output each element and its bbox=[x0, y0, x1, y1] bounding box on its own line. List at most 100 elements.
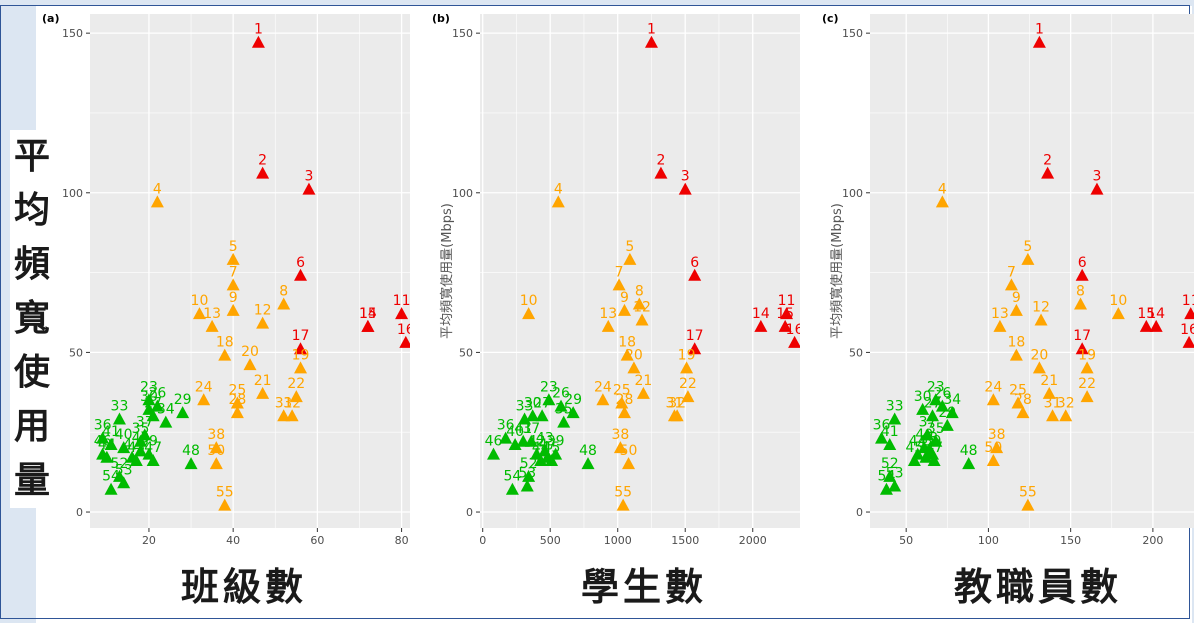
point-label: 23 bbox=[540, 379, 558, 395]
point-label: 38 bbox=[988, 427, 1006, 443]
point-label: 12 bbox=[1032, 299, 1050, 315]
point-marker bbox=[159, 415, 173, 428]
point-label: 41 bbox=[102, 424, 120, 440]
point-marker bbox=[226, 252, 240, 265]
point-label: 29 bbox=[938, 405, 956, 421]
point-marker bbox=[524, 434, 538, 447]
point-label: 55 bbox=[216, 485, 234, 501]
x-tick-label: 1500 bbox=[671, 534, 699, 547]
point-label: 37 bbox=[919, 414, 937, 430]
y-tick-label: 100 bbox=[452, 187, 473, 200]
point-label: 55 bbox=[1019, 485, 1037, 501]
point-label: 16 bbox=[1180, 322, 1194, 338]
point-marker bbox=[256, 166, 270, 179]
point-marker bbox=[1041, 166, 1055, 179]
point-label: 35 bbox=[927, 421, 945, 437]
x-tick-label: 1000 bbox=[604, 534, 632, 547]
point-marker bbox=[294, 342, 308, 355]
point-label: 40 bbox=[506, 424, 524, 440]
point-marker bbox=[138, 428, 152, 441]
point-label: 11 bbox=[778, 293, 796, 309]
point-label: 1 bbox=[647, 22, 656, 38]
point-label: 6 bbox=[1078, 255, 1087, 271]
point-label: 5 bbox=[1023, 239, 1032, 255]
point-label: 14 bbox=[359, 306, 377, 322]
point-marker bbox=[142, 393, 156, 406]
point-marker bbox=[522, 307, 536, 320]
x-tick-label: 100 bbox=[978, 534, 999, 547]
point-label: 9 bbox=[620, 290, 629, 306]
point-marker bbox=[1090, 182, 1104, 195]
point-marker bbox=[617, 406, 631, 419]
point-label: 18 bbox=[1007, 335, 1025, 351]
point-marker bbox=[205, 319, 219, 332]
panel-tag: (c) bbox=[822, 12, 839, 25]
point-label: 52 bbox=[111, 456, 129, 472]
x-axis-label-b: 學生數 bbox=[580, 565, 707, 609]
point-marker bbox=[1074, 297, 1088, 310]
point-marker bbox=[226, 278, 240, 291]
point-label: 16 bbox=[786, 322, 804, 338]
point-marker bbox=[541, 450, 555, 463]
point-marker bbox=[551, 195, 565, 208]
point-marker bbox=[681, 390, 695, 403]
point-marker bbox=[616, 498, 630, 511]
point-label: 43 bbox=[132, 430, 150, 446]
point-marker bbox=[150, 399, 164, 412]
point-label: 15 bbox=[1137, 306, 1155, 322]
point-marker bbox=[218, 498, 232, 511]
point-label: 38 bbox=[612, 427, 630, 443]
point-label: 48 bbox=[579, 443, 597, 459]
point-label: 28 bbox=[616, 392, 634, 408]
point-label: 3 bbox=[1093, 169, 1102, 185]
point-label: 42 bbox=[528, 434, 546, 450]
point-marker bbox=[557, 415, 571, 428]
y-tick-label: 50 bbox=[459, 346, 473, 359]
y-tick-label: 100 bbox=[62, 187, 83, 200]
point-label: 14 bbox=[1147, 306, 1165, 322]
point-label: 41 bbox=[514, 421, 532, 437]
point-label: 3 bbox=[681, 169, 690, 185]
point-label: 12 bbox=[254, 303, 272, 319]
point-label: 44 bbox=[909, 434, 927, 450]
point-label: 39 bbox=[140, 434, 158, 450]
point-label: 10 bbox=[1109, 293, 1127, 309]
point-label: 25 bbox=[228, 382, 246, 398]
point-marker bbox=[294, 361, 308, 374]
point-marker bbox=[919, 450, 933, 463]
point-marker bbox=[117, 441, 131, 454]
point-marker bbox=[879, 482, 893, 495]
point-label: 17 bbox=[1073, 328, 1091, 344]
point-label: 22 bbox=[679, 376, 697, 392]
point-label: 53 bbox=[886, 465, 904, 481]
points-layer: 1236171415111645791013128182019212224252… bbox=[485, 22, 804, 511]
point-marker bbox=[112, 412, 126, 425]
point-marker bbox=[1034, 313, 1048, 326]
point-label: 20 bbox=[1030, 347, 1048, 363]
y-tick-label: 100 bbox=[842, 187, 863, 200]
point-label: 47 bbox=[539, 437, 557, 453]
point-label: 31 bbox=[666, 395, 684, 411]
point-label: 5 bbox=[625, 239, 634, 255]
point-label: 15 bbox=[359, 306, 377, 322]
y-axis-label: 平均頻寬使用量(Mbps) bbox=[829, 203, 845, 339]
point-marker bbox=[1004, 278, 1018, 291]
points-layer: 1236171514111645791013128182019212224252… bbox=[873, 22, 1194, 511]
point-label: 8 bbox=[279, 284, 288, 300]
point-marker bbox=[117, 476, 131, 489]
point-marker bbox=[888, 412, 902, 425]
point-label: 29 bbox=[564, 392, 582, 408]
point-label: 1 bbox=[254, 22, 263, 38]
point-label: 19 bbox=[678, 347, 696, 363]
point-marker bbox=[916, 402, 930, 415]
point-label: 39 bbox=[924, 434, 942, 450]
y-tick-label: 0 bbox=[466, 506, 473, 519]
point-marker bbox=[1009, 348, 1023, 361]
point-marker bbox=[487, 447, 501, 460]
point-label: 41 bbox=[881, 424, 899, 440]
point-label: 50 bbox=[207, 443, 225, 459]
point-label: 32 bbox=[283, 395, 301, 411]
